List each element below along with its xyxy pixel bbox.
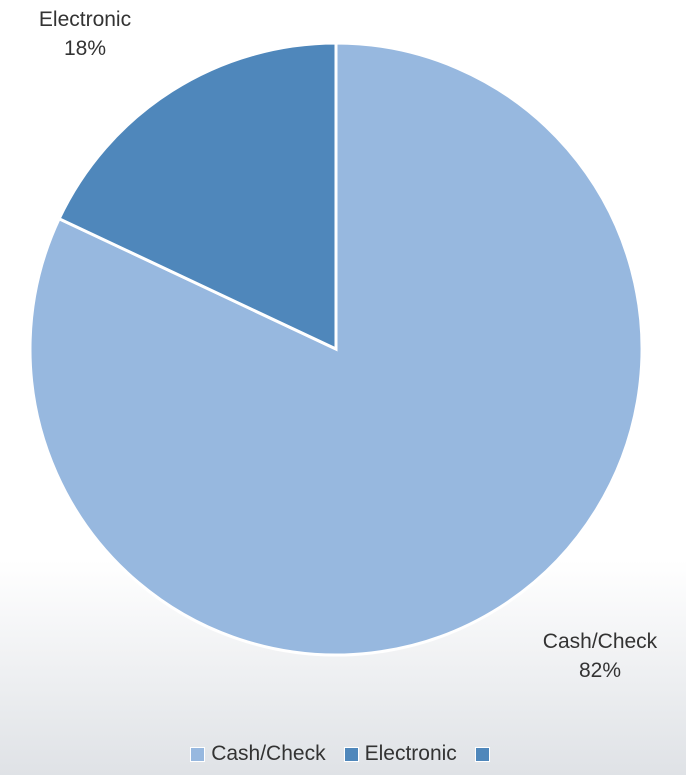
- data-label-electronic-name: Electronic: [38, 8, 132, 31]
- legend-item-electronic: Electronic: [343, 742, 457, 766]
- legend-swatch-cash-check: [190, 746, 206, 762]
- data-label-cash-check-value: 82%: [578, 659, 622, 682]
- legend-item-unlabeled: [474, 746, 496, 762]
- legend-swatch-electronic: [343, 746, 359, 762]
- data-label-electronic-value: 18%: [63, 37, 107, 60]
- legend-label-electronic: Electronic: [364, 742, 457, 765]
- data-label-cash-check-name: Cash/Check: [542, 630, 658, 653]
- legend-swatch-unlabeled: [474, 746, 490, 762]
- data-label-electronic: Electronic 18%: [20, 5, 150, 63]
- pie-slice-electronic: [57, 41, 338, 352]
- legend-label-cash-check: Cash/Check: [211, 742, 326, 765]
- legend: Cash/Check Electronic: [0, 738, 686, 770]
- data-label-cash-check: Cash/Check 82%: [515, 627, 685, 685]
- legend-item-cash-check: Cash/Check: [190, 742, 326, 766]
